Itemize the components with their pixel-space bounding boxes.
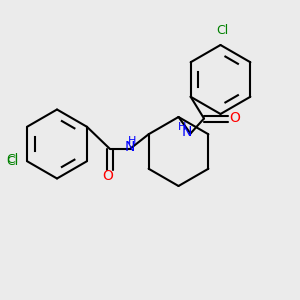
Text: O: O [103,169,113,183]
Text: H: H [178,122,186,133]
Text: Cl: Cl [6,153,18,166]
Text: Cl: Cl [216,24,228,37]
Text: Cl: Cl [6,155,18,168]
Text: N: N [182,125,192,139]
Text: H: H [128,136,136,146]
Text: O: O [229,112,240,125]
Text: N: N [125,140,135,154]
